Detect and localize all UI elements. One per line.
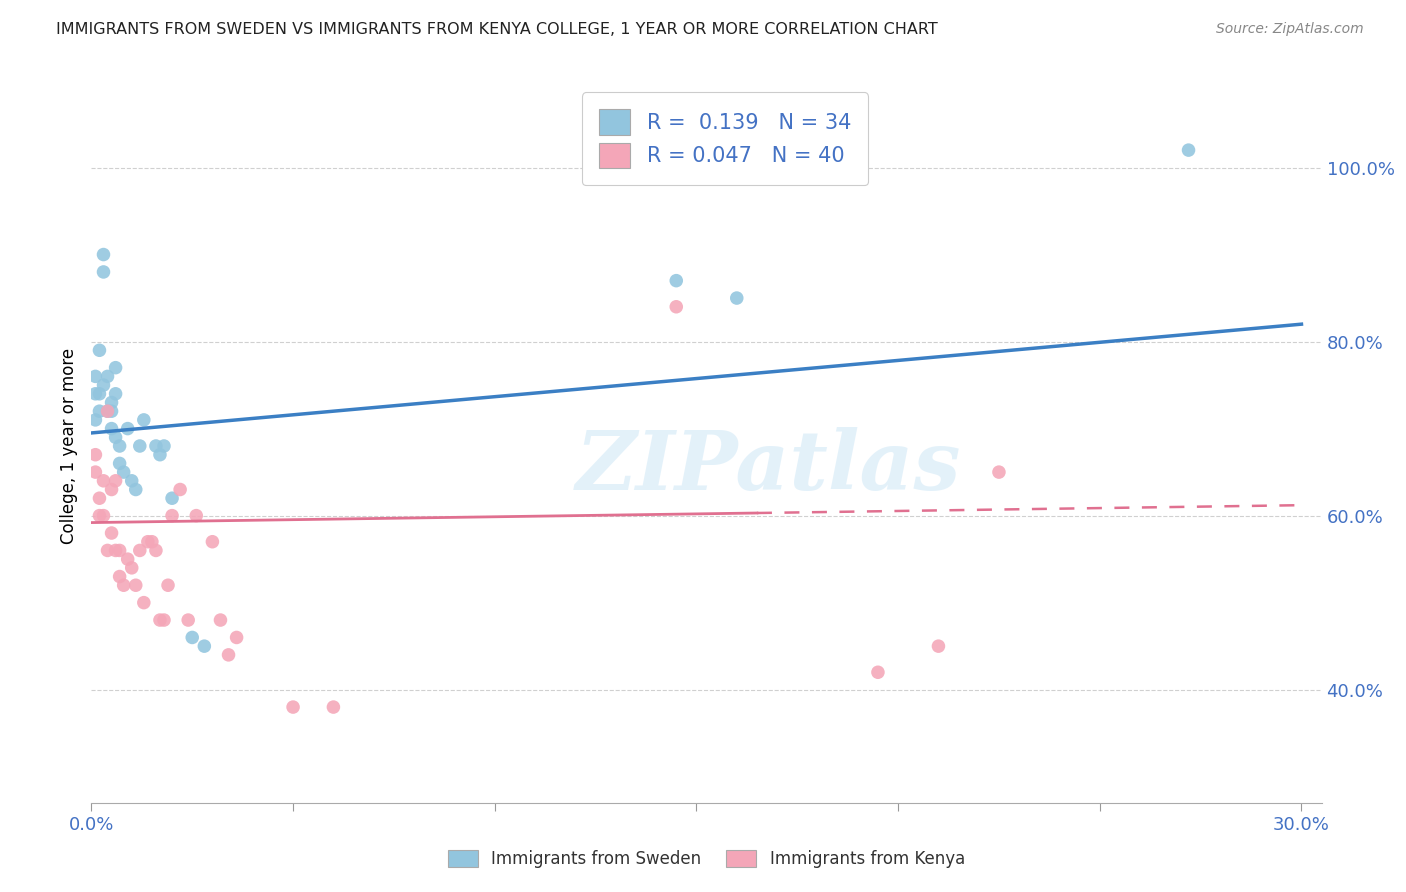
Point bbox=[100, 404, 122, 418]
Point bbox=[93, 474, 115, 488]
Point bbox=[121, 561, 143, 575]
Point bbox=[89, 491, 111, 506]
Y-axis label: College, 1 year or more: College, 1 year or more bbox=[59, 348, 77, 544]
Point bbox=[145, 543, 167, 558]
Point bbox=[218, 648, 240, 662]
Point bbox=[100, 483, 122, 497]
Point bbox=[153, 439, 176, 453]
Point bbox=[209, 613, 232, 627]
Point bbox=[89, 343, 111, 358]
Point bbox=[141, 534, 163, 549]
Point bbox=[181, 631, 204, 645]
Point bbox=[665, 274, 688, 288]
Point bbox=[84, 448, 107, 462]
Point bbox=[93, 378, 115, 392]
Point bbox=[96, 369, 118, 384]
Point bbox=[128, 439, 150, 453]
Point bbox=[1177, 143, 1199, 157]
Point bbox=[149, 613, 172, 627]
Point bbox=[84, 465, 107, 479]
Point bbox=[725, 291, 748, 305]
Point bbox=[169, 483, 191, 497]
Point bbox=[96, 404, 118, 418]
Point bbox=[128, 543, 150, 558]
Point bbox=[96, 404, 118, 418]
Point bbox=[193, 639, 215, 653]
Point bbox=[132, 596, 155, 610]
Point bbox=[104, 360, 127, 375]
Point bbox=[93, 508, 115, 523]
Text: IMMIGRANTS FROM SWEDEN VS IMMIGRANTS FROM KENYA COLLEGE, 1 YEAR OR MORE CORRELAT: IMMIGRANTS FROM SWEDEN VS IMMIGRANTS FRO… bbox=[56, 22, 938, 37]
Point bbox=[136, 534, 159, 549]
Point bbox=[125, 483, 148, 497]
Point bbox=[153, 613, 176, 627]
Point bbox=[117, 552, 139, 566]
Point bbox=[100, 526, 122, 541]
Point bbox=[112, 465, 135, 479]
Point bbox=[987, 465, 1010, 479]
Point bbox=[866, 665, 889, 680]
Point bbox=[100, 421, 122, 435]
Point bbox=[84, 369, 107, 384]
Point bbox=[89, 508, 111, 523]
Point bbox=[89, 404, 111, 418]
Point bbox=[149, 448, 172, 462]
Point bbox=[104, 386, 127, 401]
Point bbox=[108, 569, 131, 583]
Text: ZIPatlas: ZIPatlas bbox=[575, 427, 960, 508]
Point bbox=[104, 543, 127, 558]
Point bbox=[96, 543, 118, 558]
Point bbox=[121, 474, 143, 488]
Point bbox=[125, 578, 148, 592]
Point bbox=[84, 413, 107, 427]
Point bbox=[201, 534, 224, 549]
Point bbox=[186, 508, 208, 523]
Point bbox=[145, 439, 167, 453]
Point bbox=[104, 474, 127, 488]
Point bbox=[132, 413, 155, 427]
Point bbox=[665, 300, 688, 314]
Point bbox=[177, 613, 200, 627]
Point bbox=[927, 639, 949, 653]
Point bbox=[322, 700, 344, 714]
Point bbox=[108, 543, 131, 558]
Point bbox=[108, 457, 131, 471]
Point bbox=[108, 439, 131, 453]
Point bbox=[117, 421, 139, 435]
Legend: Immigrants from Sweden, Immigrants from Kenya: Immigrants from Sweden, Immigrants from … bbox=[440, 842, 973, 877]
Point bbox=[112, 578, 135, 592]
Point bbox=[157, 578, 180, 592]
Point bbox=[93, 265, 115, 279]
Text: Source: ZipAtlas.com: Source: ZipAtlas.com bbox=[1216, 22, 1364, 37]
Point bbox=[89, 386, 111, 401]
Point bbox=[160, 491, 183, 506]
Point bbox=[84, 386, 107, 401]
Point bbox=[281, 700, 304, 714]
Point bbox=[100, 395, 122, 409]
Point bbox=[225, 631, 247, 645]
Point bbox=[104, 430, 127, 444]
Point bbox=[93, 247, 115, 261]
Point bbox=[160, 508, 183, 523]
